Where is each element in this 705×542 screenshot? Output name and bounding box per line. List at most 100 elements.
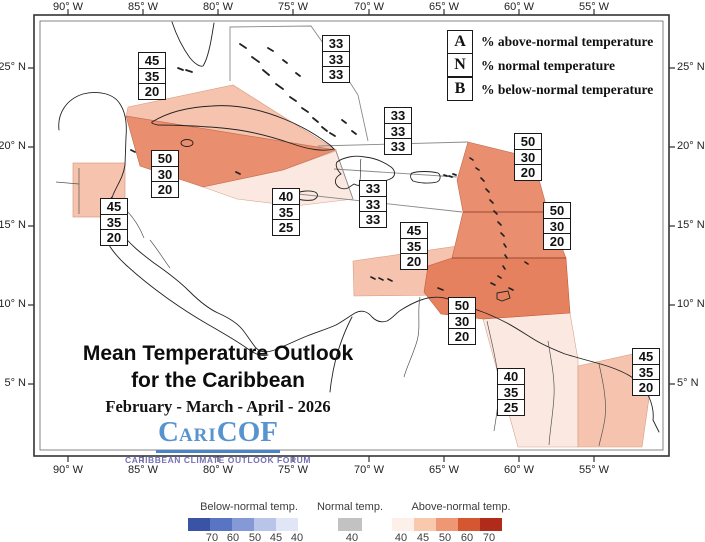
- prob-value: 40: [272, 188, 300, 205]
- prob-box-cuba-southwest: 50 30 20: [151, 150, 179, 199]
- prob-value: 50: [514, 133, 542, 150]
- axis-label: 55° W: [578, 1, 610, 13]
- colorbar-value: 40: [394, 532, 408, 542]
- swatch-below-60: [210, 518, 232, 531]
- legend-key-A: A: [447, 30, 473, 54]
- prob-value: 20: [138, 83, 166, 101]
- axis-label: 25° N: [677, 61, 705, 73]
- zone-trinidad-50: [423, 257, 571, 320]
- colombia-interior-coast: [329, 316, 353, 393]
- prob-value: 33: [384, 122, 412, 140]
- legend-row: A % above-normal temperature: [447, 30, 653, 54]
- axis-label: 20° N: [677, 140, 705, 152]
- legend-key-N: N: [447, 53, 473, 78]
- prob-value: 35: [632, 363, 660, 381]
- map-frame: [28, 9, 675, 462]
- antilles-arc: [469, 157, 508, 286]
- puerto-rico-coast: [410, 171, 441, 184]
- swatch-above-50: [436, 518, 458, 531]
- prob-value: 30: [151, 165, 179, 183]
- colorbar-value: 70: [482, 532, 496, 542]
- lesser-antilles: [370, 157, 529, 291]
- swatch-above-70: [480, 518, 502, 531]
- title-block: Mean Temperature Outlook for the Caribbe…: [38, 340, 398, 465]
- prob-value: 35: [138, 67, 166, 85]
- prob-value: 50: [151, 150, 179, 167]
- prob-value: 25: [272, 219, 300, 237]
- axis-ticks: [28, 9, 675, 462]
- axis-label: 90° W: [52, 464, 84, 476]
- right-ticks: [669, 67, 675, 385]
- prob-value: 30: [448, 312, 476, 330]
- prob-box-jamaica: 40 35 25: [272, 188, 300, 237]
- colorbar-above-swatches: [392, 518, 502, 531]
- prob-value: 33: [359, 211, 387, 229]
- swatch-normal-40: [338, 518, 362, 531]
- prob-value: 33: [384, 138, 412, 156]
- colorbar-value: 45: [416, 532, 430, 542]
- axis-label: 60° W: [503, 1, 535, 13]
- barbados-abc-margarita-tobago: [370, 261, 529, 291]
- prob-box-bahamas-southeast: 33 33 33: [384, 107, 412, 156]
- suriname-frenchguiana-border: [598, 363, 606, 447]
- florida-coast: [171, 21, 215, 67]
- colorbar-normal-label: Normal temp.: [316, 501, 384, 513]
- prob-box-suriname-french-guiana: 45 35 20: [632, 348, 660, 397]
- swatch-below-40: [276, 518, 298, 531]
- prob-box-abc-islands: 45 35 20: [400, 222, 428, 271]
- colorbar-normal-swatch: [338, 518, 362, 531]
- cayman-cozumel: [130, 149, 241, 175]
- small-islands: [130, 43, 457, 178]
- nicaragua-border: [149, 239, 171, 269]
- axis-label: 65° W: [428, 464, 460, 476]
- prob-value: 33: [322, 50, 350, 68]
- colorbar-above-label: Above-normal temp.: [411, 501, 511, 513]
- isle-of-youth: [180, 139, 194, 147]
- prob-box-cuba-north: 45 35 20: [138, 52, 166, 101]
- axis-label: 80° W: [202, 464, 234, 476]
- axis-label: 55° W: [578, 464, 610, 476]
- hispaniola-strip-mid: [333, 168, 458, 178]
- cuba-coast: [151, 105, 335, 151]
- swatch-below-70: [188, 518, 210, 531]
- axis-label: 75° W: [277, 464, 309, 476]
- axis-label: 25° N: [0, 61, 26, 73]
- logo-letters: ARI: [178, 425, 217, 446]
- inner-frame: [39, 20, 664, 451]
- colorbar-value: 50: [248, 532, 262, 542]
- left-ticks: [28, 67, 34, 385]
- prob-value: 35: [272, 203, 300, 221]
- prob-value: 20: [448, 328, 476, 346]
- anb-legend: A % above-normal temperature N % normal …: [447, 30, 653, 102]
- legend-row: N % normal temperature: [447, 53, 653, 78]
- prob-value: 20: [514, 164, 542, 182]
- prob-value: 33: [359, 195, 387, 213]
- prob-box-trinidad-tobago: 50 30 20: [448, 297, 476, 346]
- legend-label: % above-normal temperature: [481, 34, 654, 49]
- legend-label: % below-normal temperature: [481, 82, 654, 97]
- colorbar-value: 60: [460, 532, 474, 542]
- page-title-line2: for the Caribbean: [131, 369, 305, 392]
- prob-value: 45: [100, 198, 128, 215]
- jamaica-coast: [293, 190, 318, 201]
- outlook-zones: [72, 84, 657, 448]
- colorbar-below-swatches: [188, 518, 298, 531]
- page-title-line1: Mean Temperature Outlook: [82, 342, 354, 365]
- prob-value: 45: [138, 52, 166, 69]
- mexico-guatemala-border: [55, 181, 80, 185]
- axis-label: 75° W: [277, 1, 309, 13]
- axis-label: 10° N: [677, 298, 705, 310]
- jamaica-strip-east-border: [335, 150, 354, 200]
- prob-value: 33: [322, 66, 350, 84]
- axis-label: 65° W: [428, 1, 460, 13]
- colorbar-value: 40: [290, 532, 304, 542]
- prob-value: 20: [632, 379, 660, 397]
- prob-value: 35: [400, 237, 428, 255]
- legend-label: % normal temperature: [481, 58, 615, 73]
- prob-value: 33: [359, 180, 387, 197]
- logo-subtitle: CARIBBEAN CLIMATE OUTLOOK FORUM: [125, 455, 311, 465]
- prob-value: 45: [632, 348, 660, 365]
- colorbar-value: 60: [226, 532, 240, 542]
